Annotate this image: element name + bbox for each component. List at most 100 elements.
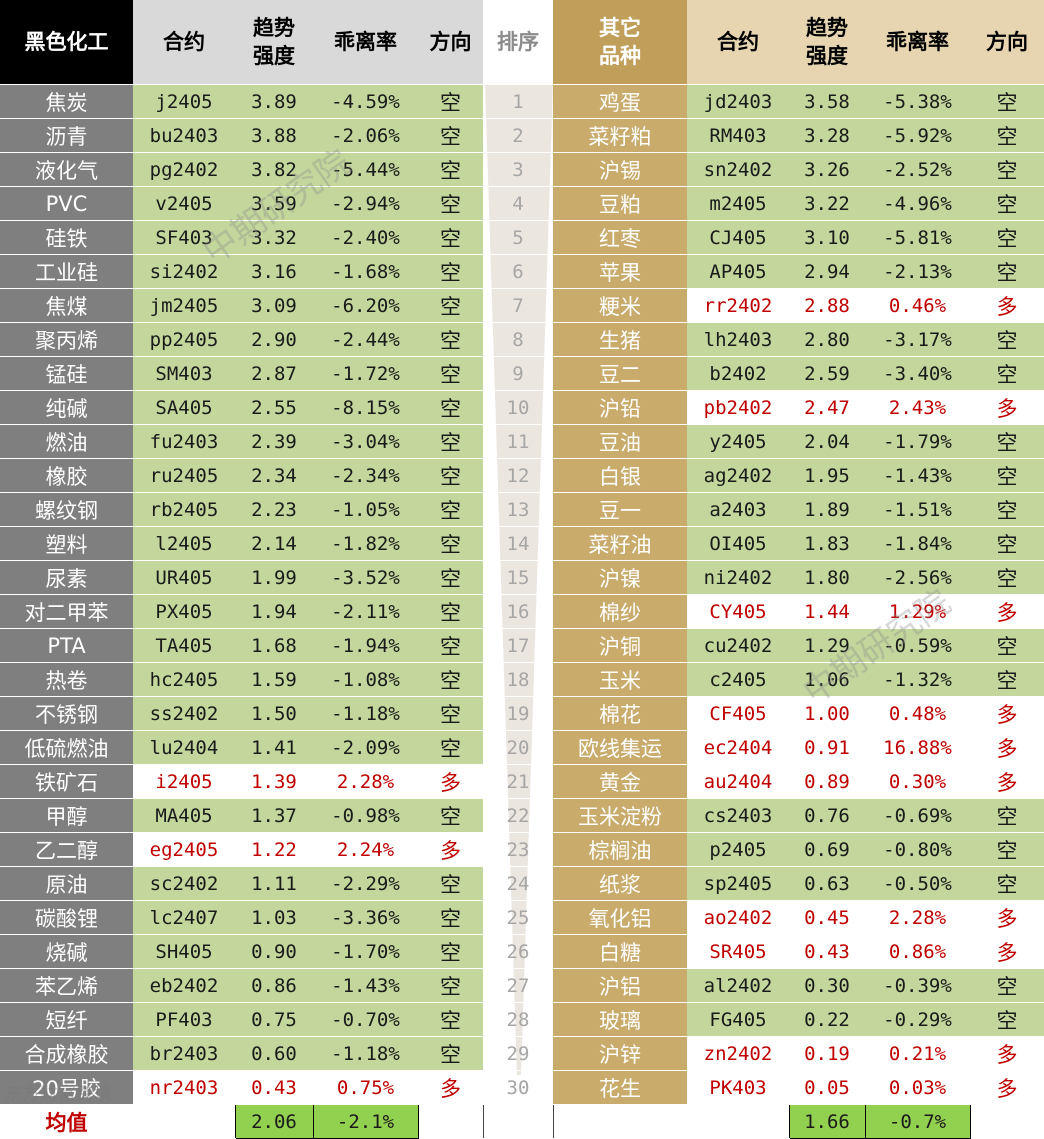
left-deviation-rate: -2.06% xyxy=(313,118,418,153)
left-variety-name: PTA xyxy=(0,628,133,663)
right-trend-strength: 0.45 xyxy=(789,900,865,935)
left-deviation-rate: -1.43% xyxy=(313,968,418,1003)
left-deviation-rate: -1.18% xyxy=(313,696,418,731)
left-direction: 空 xyxy=(418,662,483,697)
left-deviation-rate: -3.52% xyxy=(313,560,418,595)
right-trend-strength: 0.89 xyxy=(789,764,865,799)
right-direction: 空 xyxy=(970,322,1044,357)
right-direction: 空 xyxy=(970,662,1044,697)
table-row: 对二甲苯 PX405 1.94 -2.11% 空 16 棉纱 CY405 1.44 1.29% 多 xyxy=(0,594,1044,629)
header-left-category: 黑色化工 xyxy=(0,0,133,85)
left-deviation-rate: -2.40% xyxy=(313,220,418,255)
average-blank-contract-right xyxy=(687,1104,789,1139)
left-contract-code: SA405 xyxy=(133,390,235,425)
right-direction: 空 xyxy=(970,492,1044,527)
rank-number: 22 xyxy=(483,798,553,833)
rank-number: 1 xyxy=(483,84,553,119)
left-trend-strength: 1.22 xyxy=(235,832,313,867)
left-direction: 空 xyxy=(418,118,483,153)
right-contract-code: FG405 xyxy=(687,1002,789,1037)
right-direction: 多 xyxy=(970,730,1044,765)
right-deviation-rate: 0.30% xyxy=(865,764,970,799)
right-deviation-rate: 0.46% xyxy=(865,288,970,323)
right-direction: 多 xyxy=(970,696,1044,731)
table-row: 短纤 PF403 0.75 -0.70% 空 28 玻璃 FG405 0.22 -0.29% 空 xyxy=(0,1002,1044,1037)
left-deviation-rate: -0.98% xyxy=(313,798,418,833)
left-trend-strength: 3.59 xyxy=(235,186,313,221)
right-direction: 空 xyxy=(970,186,1044,221)
table-row: 聚丙烯 pp2405 2.90 -2.44% 空 8 生猪 lh2403 2.80 -3.17% 空 xyxy=(0,322,1044,357)
right-direction: 多 xyxy=(970,934,1044,969)
right-trend-strength: 2.47 xyxy=(789,390,865,425)
right-contract-code: p2405 xyxy=(687,832,789,867)
left-trend-strength: 1.99 xyxy=(235,560,313,595)
right-trend-strength: 3.10 xyxy=(789,220,865,255)
left-direction: 空 xyxy=(418,220,483,255)
left-trend-strength: 3.82 xyxy=(235,152,313,187)
left-contract-code: si2402 xyxy=(133,254,235,289)
left-direction: 多 xyxy=(418,832,483,867)
left-contract-code: lc2407 xyxy=(133,900,235,935)
right-direction: 空 xyxy=(970,118,1044,153)
right-direction: 空 xyxy=(970,84,1044,119)
average-blank-contract-left xyxy=(133,1104,235,1139)
left-deviation-rate: -1.05% xyxy=(313,492,418,527)
left-deviation-rate: -2.44% xyxy=(313,322,418,357)
header-rank: 排序 xyxy=(483,0,553,85)
rank-number: 30 xyxy=(483,1070,553,1105)
table-row: 沥青 bu2403 3.88 -2.06% 空 2 菜籽粕 RM403 3.28 -5.92% 空 xyxy=(0,118,1044,153)
right-contract-code: sp2405 xyxy=(687,866,789,901)
rank-number: 21 xyxy=(483,764,553,799)
left-variety-name: 原油 xyxy=(0,866,133,901)
right-direction: 多 xyxy=(970,764,1044,799)
left-contract-code: SM403 xyxy=(133,356,235,391)
rank-number: 4 xyxy=(483,186,553,221)
right-contract-code: jd2403 xyxy=(687,84,789,119)
right-variety-name: 豆油 xyxy=(553,424,687,459)
right-contract-code: c2405 xyxy=(687,662,789,697)
left-variety-name: 低硫燃油 xyxy=(0,730,133,765)
left-trend-strength: 3.89 xyxy=(235,84,313,119)
right-variety-name: 玉米 xyxy=(553,662,687,697)
right-contract-code: AP405 xyxy=(687,254,789,289)
left-contract-code: eb2402 xyxy=(133,968,235,1003)
average-row: 均值 2.06 -2.1% 1.66 -0.7% xyxy=(0,1104,1044,1139)
header-strength-line2: 强度 xyxy=(806,44,848,68)
left-trend-strength: 1.41 xyxy=(235,730,313,765)
left-direction: 空 xyxy=(418,84,483,119)
right-variety-name: 粳米 xyxy=(553,288,687,323)
right-direction: 空 xyxy=(970,254,1044,289)
left-trend-strength: 3.88 xyxy=(235,118,313,153)
right-deviation-rate: -1.84% xyxy=(865,526,970,561)
right-deviation-rate: -3.17% xyxy=(865,322,970,357)
left-contract-code: PX405 xyxy=(133,594,235,629)
rank-number: 7 xyxy=(483,288,553,323)
right-deviation-rate: -1.79% xyxy=(865,424,970,459)
right-variety-name: 棉纱 xyxy=(553,594,687,629)
table-row: 硅铁 SF403 3.32 -2.40% 空 5 红枣 CJ405 3.10 -5.81% 空 xyxy=(0,220,1044,255)
right-direction: 空 xyxy=(970,968,1044,1003)
header-strength-line1: 趋势 xyxy=(253,16,295,40)
left-contract-code: UR405 xyxy=(133,560,235,595)
left-trend-strength: 1.50 xyxy=(235,696,313,731)
left-deviation-rate: 0.75% xyxy=(313,1070,418,1105)
table-row: 燃油 fu2403 2.39 -3.04% 空 11 豆油 y2405 2.04 -1.79% 空 xyxy=(0,424,1044,459)
right-contract-code: cs2403 xyxy=(687,798,789,833)
right-variety-name: 豆一 xyxy=(553,492,687,527)
left-contract-code: ru2405 xyxy=(133,458,235,493)
right-trend-strength: 1.95 xyxy=(789,458,865,493)
rank-number: 9 xyxy=(483,356,553,391)
right-contract-code: ec2404 xyxy=(687,730,789,765)
right-variety-name: 白银 xyxy=(553,458,687,493)
table-row: 焦炭 j2405 3.89 -4.59% 空 1 鸡蛋 jd2403 3.58 -5.38% 空 xyxy=(0,84,1044,119)
right-deviation-rate: -2.56% xyxy=(865,560,970,595)
left-direction: 空 xyxy=(418,798,483,833)
right-contract-code: y2405 xyxy=(687,424,789,459)
left-variety-name: 聚丙烯 xyxy=(0,322,133,357)
left-deviation-rate: -5.44% xyxy=(313,152,418,187)
rank-number: 26 xyxy=(483,934,553,969)
right-variety-name: 棉花 xyxy=(553,696,687,731)
left-variety-name: 液化气 xyxy=(0,152,133,187)
left-direction: 空 xyxy=(418,628,483,663)
left-direction: 空 xyxy=(418,152,483,187)
